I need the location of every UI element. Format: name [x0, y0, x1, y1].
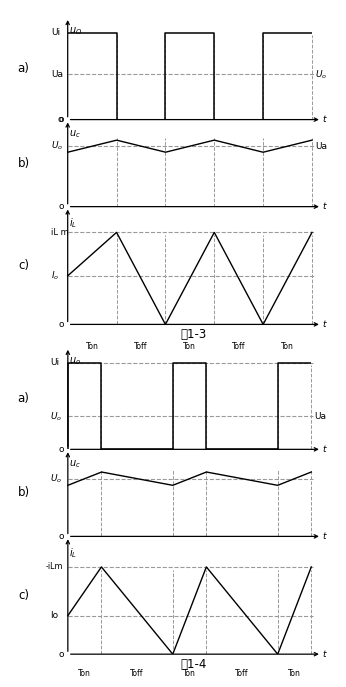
Text: Ton: Ton [288, 669, 301, 679]
Text: c): c) [18, 589, 29, 602]
Text: o: o [58, 650, 64, 659]
Text: $u_o$: $u_o$ [69, 355, 81, 367]
Text: Ton: Ton [183, 669, 196, 679]
Text: Io: Io [50, 611, 58, 620]
Text: o: o [58, 445, 64, 454]
Text: Ua: Ua [315, 412, 326, 421]
Text: b): b) [17, 157, 29, 170]
Text: $i_L$: $i_L$ [69, 545, 77, 560]
Text: t: t [323, 532, 326, 541]
Text: Ton: Ton [86, 342, 99, 351]
Text: $i_L$: $i_L$ [69, 216, 77, 230]
Text: o: o [57, 115, 63, 124]
Text: o: o [58, 320, 64, 329]
Text: Toff: Toff [235, 669, 249, 679]
Text: $u_c$: $u_c$ [69, 128, 81, 140]
Text: t: t [323, 115, 326, 124]
Text: iL m: iL m [51, 228, 69, 237]
Text: o: o [58, 202, 64, 211]
Text: -iLm: -iLm [46, 563, 63, 572]
Text: Ton: Ton [78, 669, 91, 679]
Text: $U_o$: $U_o$ [50, 410, 62, 423]
Text: a): a) [18, 392, 29, 405]
Text: o: o [58, 532, 64, 541]
Text: Toff: Toff [232, 342, 245, 351]
Text: Toff: Toff [130, 669, 144, 679]
Text: Ton: Ton [183, 342, 196, 351]
Text: Ui: Ui [50, 358, 59, 367]
Text: o: o [58, 115, 64, 124]
Text: t: t [323, 650, 326, 659]
Text: $U_o$: $U_o$ [51, 140, 63, 153]
Text: Toff: Toff [134, 342, 148, 351]
Text: 图1-4: 图1-4 [181, 658, 207, 671]
Text: $u_O$: $u_O$ [69, 25, 82, 37]
Text: $u_c$: $u_c$ [69, 458, 81, 470]
Text: $U_o$: $U_o$ [50, 473, 62, 485]
Text: t: t [323, 202, 326, 211]
Text: t: t [323, 320, 326, 329]
Text: Ui: Ui [51, 28, 60, 37]
Text: $I_o$: $I_o$ [51, 269, 60, 282]
Text: $U_o$: $U_o$ [315, 68, 327, 80]
Text: Ton: Ton [281, 342, 294, 351]
Text: c): c) [18, 259, 29, 272]
Text: Ua: Ua [51, 70, 63, 79]
Text: t: t [323, 445, 326, 454]
Text: 图1-3: 图1-3 [181, 328, 207, 341]
Text: a): a) [18, 62, 29, 75]
Text: Ua: Ua [315, 142, 327, 150]
Text: b): b) [17, 486, 29, 499]
